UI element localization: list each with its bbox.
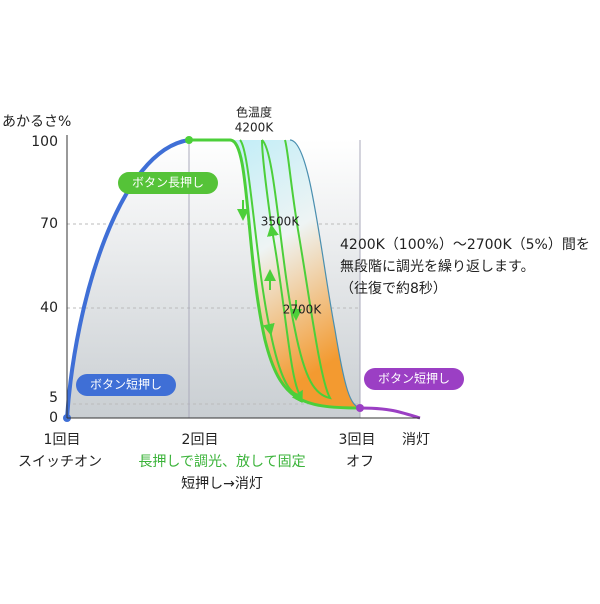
step-label: 3回目 bbox=[339, 432, 376, 448]
y-tick-label: 40 bbox=[40, 300, 58, 316]
blue-curve bbox=[65, 138, 190, 419]
y-tick-label: 0 bbox=[49, 410, 58, 426]
callout: ボタン短押し bbox=[90, 378, 162, 392]
step-label: 2回目 bbox=[182, 432, 219, 448]
point bbox=[185, 136, 193, 144]
y-tick-label: 5 bbox=[49, 390, 58, 406]
band-edge bbox=[289, 139, 361, 409]
step-label: 1回目 bbox=[44, 432, 81, 448]
loop bbox=[261, 139, 332, 400]
callout: ボタン長押し bbox=[132, 176, 204, 190]
callout: ボタン短押し bbox=[378, 372, 450, 386]
step-label: 消灯 bbox=[402, 432, 430, 448]
temp-label: 2700K bbox=[283, 303, 323, 317]
step-caption: 短押し→消灯 bbox=[181, 476, 263, 492]
y-tick-label: 70 bbox=[40, 216, 58, 232]
note-line: （往復で約8秒） bbox=[340, 280, 447, 297]
note-line: 無段階に調光を繰り返します。 bbox=[340, 259, 535, 275]
plot bbox=[63, 135, 421, 422]
temp-title: 色温度 bbox=[236, 105, 272, 120]
y-tick-label: 100 bbox=[31, 134, 58, 150]
note-line: 4200K（100%）～2700K（5%）間を bbox=[340, 237, 590, 253]
callout-box bbox=[118, 172, 218, 194]
green-curve bbox=[189, 138, 361, 410]
step-caption: スイッチオン bbox=[18, 454, 102, 470]
callout-box bbox=[364, 368, 464, 390]
loop bbox=[239, 139, 303, 404]
y-axis-title: あかるさ% bbox=[2, 114, 71, 130]
step-caption: 長押しで調光、放して固定 bbox=[138, 454, 305, 470]
step-caption: オフ bbox=[346, 454, 374, 470]
purple-curve bbox=[359, 406, 421, 420]
callout-box bbox=[76, 374, 176, 396]
temp-label: 3500K bbox=[261, 215, 301, 229]
temp-label: 4200K bbox=[235, 121, 275, 135]
point bbox=[356, 404, 364, 412]
